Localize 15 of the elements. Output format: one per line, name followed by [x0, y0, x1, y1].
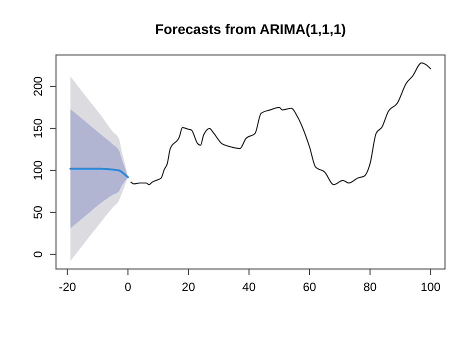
x-tick-label: 60	[302, 280, 317, 294]
x-tick-label: 80	[363, 280, 378, 294]
x-tick-label: -20	[58, 280, 76, 294]
x-tick-label: 20	[182, 280, 196, 294]
y-tick-label: 100	[31, 160, 45, 180]
line-series	[69, 168, 129, 178]
x-tick-label: 100	[420, 280, 441, 294]
x-tick-label: 40	[242, 280, 256, 294]
y-tick-label: 200	[31, 76, 45, 96]
line-series	[130, 62, 432, 186]
chart-title: Forecasts from ARIMA(1,1,1)	[155, 21, 346, 37]
y-tick-label: 150	[31, 118, 45, 138]
y-tick-label: 0	[31, 250, 45, 258]
x-tick-label: 0	[124, 280, 132, 294]
y-tick-label: 50	[31, 205, 45, 220]
